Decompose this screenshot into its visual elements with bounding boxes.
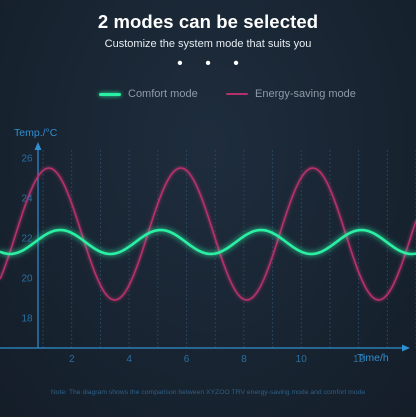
- grid-lines: [42, 150, 416, 348]
- legend-energy-label: Energy-saving mode: [255, 88, 356, 100]
- x-tick-label: 12: [353, 354, 365, 365]
- series-energy-saving-line: [0, 167, 416, 301]
- legend-comfort-mode: Comfort mode: [99, 88, 198, 100]
- x-tick-label: 6: [184, 354, 190, 365]
- y-axis-title: Temp./°C: [14, 127, 58, 139]
- y-tick-label: 26: [21, 154, 33, 165]
- legend-energy-swatch: [226, 93, 248, 95]
- page-title: 2 modes can be selected: [97, 11, 319, 32]
- x-tick-label: 2: [69, 354, 75, 365]
- legend-comfort-label: Comfort mode: [128, 88, 198, 100]
- x-tick-label: 8: [241, 354, 247, 365]
- pagination-dots: • • •: [177, 55, 248, 72]
- y-axis-arrow: [34, 142, 42, 150]
- legend-energy-saving-mode: Energy-saving mode: [226, 88, 356, 100]
- legend-comfort-swatch: [99, 92, 121, 96]
- x-tick-label: 4: [126, 354, 132, 365]
- y-tick-label: 20: [21, 274, 33, 285]
- y-tick-label: 24: [21, 194, 33, 205]
- x-axis-arrow: [402, 344, 410, 352]
- series-comfort-line: [0, 228, 416, 256]
- x-axis-title: Time/h: [357, 352, 389, 364]
- y-tick-label: 18: [21, 314, 33, 325]
- y-tick-label: 22: [21, 234, 33, 245]
- x-tick-label: 10: [296, 354, 308, 365]
- page-subtitle: Customize the system mode that suits you: [104, 38, 312, 50]
- footnote: Note: The diagram shows the comparison b…: [50, 389, 366, 396]
- series-lines: [0, 167, 416, 301]
- axes: [0, 142, 410, 352]
